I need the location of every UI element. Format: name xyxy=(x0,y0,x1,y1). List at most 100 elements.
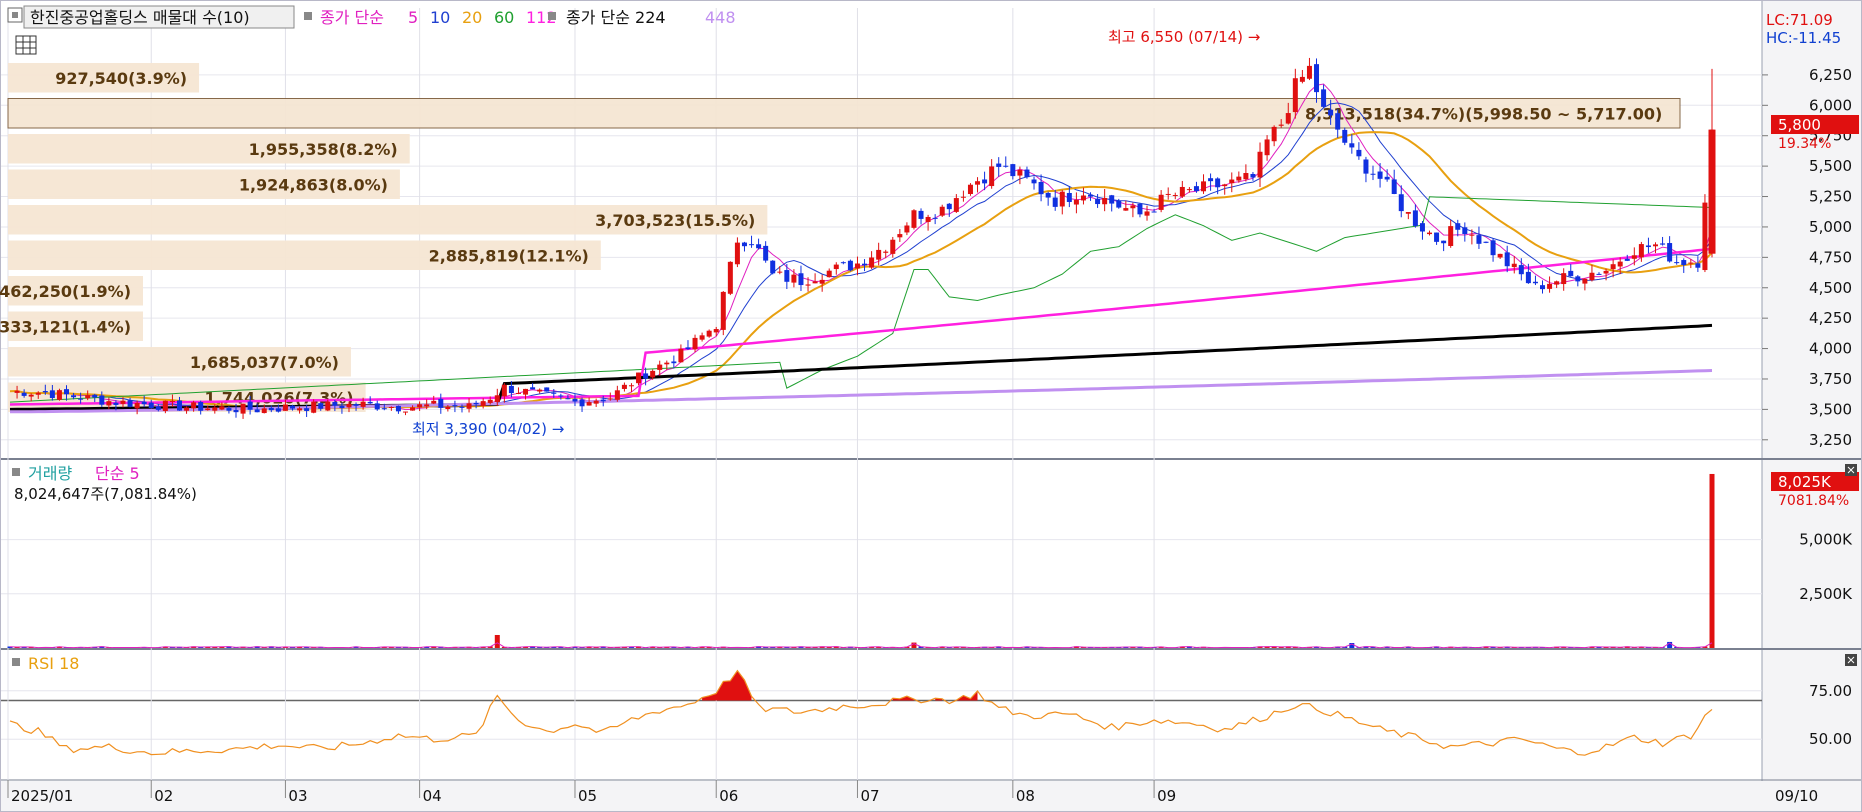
candle-body xyxy=(607,398,613,400)
candle-body xyxy=(699,335,705,340)
candle-body xyxy=(996,163,1002,167)
candle-body xyxy=(692,337,698,350)
candle-body xyxy=(1504,252,1510,267)
volume-legend-icon[interactable] xyxy=(12,468,20,476)
candles[interactable] xyxy=(14,57,1716,419)
volume-bar xyxy=(1363,646,1369,648)
candle-body xyxy=(198,402,204,411)
volume-profile[interactable]: 927,540(3.9%) 8,313,518(34.7%)(5,998.50 ~… xyxy=(0,63,1681,412)
candle-body xyxy=(318,403,324,409)
candle-body xyxy=(530,387,536,390)
candle-body xyxy=(219,406,225,410)
candle-body xyxy=(1088,194,1094,197)
candle-body xyxy=(233,410,239,413)
ma-period-60: 60 xyxy=(494,8,514,27)
candle-body xyxy=(975,181,981,185)
price-tick-label: 4,000 xyxy=(1809,340,1852,358)
candle-body xyxy=(282,404,288,411)
candle-body xyxy=(826,270,832,278)
candle-body xyxy=(1045,192,1051,198)
candle-body xyxy=(1250,173,1256,178)
volume-ma-line xyxy=(9,642,1713,649)
volume-bar xyxy=(530,646,536,648)
low-annotation: 최저 3,390 (04/02) → xyxy=(412,420,564,438)
candle-body xyxy=(1532,281,1538,284)
candle-body xyxy=(85,395,91,399)
candle-body xyxy=(713,329,719,333)
volume-close-icon[interactable] xyxy=(1845,464,1857,476)
candle-body xyxy=(431,400,437,404)
candle-body xyxy=(1264,139,1270,156)
price-tick-label: 4,750 xyxy=(1809,248,1852,266)
hc-label: HC:-11.45 xyxy=(1766,29,1841,47)
rsi-legend-icon[interactable] xyxy=(12,658,20,666)
volume-bar xyxy=(1709,473,1715,648)
candle-body xyxy=(1688,262,1694,264)
ma-period-legend[interactable]: 5 10 20 60 112 xyxy=(408,8,557,27)
candle-body xyxy=(1151,211,1157,213)
right-axis-column xyxy=(1762,1,1861,811)
ma2-legend-icon[interactable] xyxy=(548,12,556,20)
volume-bar xyxy=(353,646,359,648)
volume-profile-label: 1,924,863(8.0%) xyxy=(239,175,388,194)
volume-bar xyxy=(1186,646,1192,648)
candle-body xyxy=(600,399,606,402)
candle-body xyxy=(99,395,105,405)
candle-body xyxy=(247,401,253,410)
ma-period-5: 5 xyxy=(408,8,418,27)
candle-body xyxy=(918,210,924,219)
candle-body xyxy=(49,390,55,398)
candle-body xyxy=(325,401,331,411)
stock-label-box[interactable] xyxy=(23,5,295,29)
candle-body xyxy=(1617,261,1623,267)
candle-body xyxy=(614,390,620,400)
candle-body xyxy=(452,405,458,407)
candle-body xyxy=(812,281,818,284)
candle-body xyxy=(727,261,733,294)
volume-current-pct: 7081.84% xyxy=(1778,493,1849,509)
candle-body xyxy=(1292,78,1298,113)
candle-body xyxy=(402,411,408,413)
candle-body xyxy=(78,398,84,400)
candle-body xyxy=(1561,273,1567,285)
candle-body xyxy=(1419,223,1425,232)
candle-body xyxy=(643,373,649,379)
candle-body xyxy=(1335,113,1341,130)
ma-line-60 xyxy=(9,196,1713,403)
candle-body xyxy=(763,245,769,261)
table-icon[interactable] xyxy=(15,35,37,55)
volume-profile-bar xyxy=(8,134,410,164)
volume-bar xyxy=(1073,646,1079,648)
volume-bar xyxy=(254,646,260,648)
candle-body xyxy=(685,347,691,350)
candle-body xyxy=(191,402,197,409)
candle-body xyxy=(275,408,281,412)
volume-bar xyxy=(1667,641,1673,648)
volume-tick-label: 2,500K xyxy=(1799,585,1853,603)
candle-body xyxy=(1257,151,1263,178)
candle-body xyxy=(657,364,663,370)
candle-body xyxy=(1024,169,1030,178)
candle-body xyxy=(720,291,726,330)
candle-body xyxy=(42,391,48,393)
checkbox-icon[interactable] xyxy=(7,7,23,23)
candle-body xyxy=(92,394,98,398)
volume-bars[interactable] xyxy=(7,473,1715,649)
candle-body xyxy=(1130,205,1136,209)
candle-body xyxy=(268,407,274,411)
rsi-close-icon[interactable] xyxy=(1845,654,1857,666)
volume-bar xyxy=(226,646,232,648)
candle-body xyxy=(925,216,931,222)
candle-body xyxy=(212,407,218,411)
ma-legend-icon[interactable] xyxy=(304,12,312,20)
x-axis-right-label: 09/10 xyxy=(1775,787,1818,805)
candle-body xyxy=(1448,226,1454,246)
x-tick-label: 2025/01 xyxy=(11,787,73,805)
volume-bar xyxy=(1349,643,1355,648)
volume-profile-bar xyxy=(8,205,768,235)
x-tick-label: 09 xyxy=(1157,787,1176,805)
candle-body xyxy=(1095,198,1101,205)
candle-body xyxy=(840,262,846,264)
x-tick-label: 06 xyxy=(719,787,738,805)
